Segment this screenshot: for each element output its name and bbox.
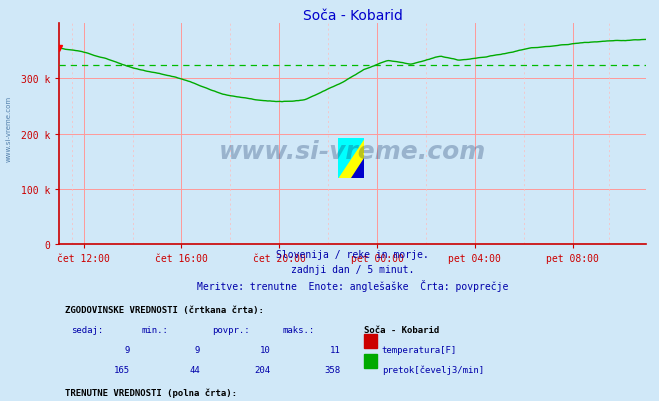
- Text: 11: 11: [330, 345, 341, 354]
- Text: www.si-vreme.com: www.si-vreme.com: [5, 95, 11, 161]
- Text: pretok[čevelj3/min]: pretok[čevelj3/min]: [382, 365, 484, 375]
- Text: povpr.:: povpr.:: [212, 325, 249, 334]
- Text: Soča - Kobarid: Soča - Kobarid: [364, 325, 440, 334]
- Text: 9: 9: [194, 345, 200, 354]
- Text: 9: 9: [125, 345, 130, 354]
- Text: temperatura[F]: temperatura[F]: [382, 345, 457, 354]
- Text: Meritve: trenutne  Enote: anglešaške  Črta: povprečje: Meritve: trenutne Enote: anglešaške Črta…: [197, 279, 508, 292]
- Text: min.:: min.:: [142, 325, 168, 334]
- Bar: [364, 354, 377, 368]
- Text: 358: 358: [325, 365, 341, 374]
- Text: Slovenija / reke in morje.: Slovenija / reke in morje.: [276, 249, 429, 259]
- Text: maks.:: maks.:: [282, 325, 314, 334]
- Text: zadnji dan / 5 minut.: zadnji dan / 5 minut.: [291, 264, 415, 274]
- Text: 10: 10: [260, 345, 270, 354]
- Text: www.si-vreme.com: www.si-vreme.com: [219, 140, 486, 164]
- Text: ZGODOVINSKE VREDNOSTI (črtkana črta):: ZGODOVINSKE VREDNOSTI (črtkana črta):: [65, 306, 264, 314]
- Text: 165: 165: [113, 365, 130, 374]
- Text: 44: 44: [189, 365, 200, 374]
- Title: Soča - Kobarid: Soča - Kobarid: [302, 9, 403, 23]
- Text: sedaj:: sedaj:: [71, 325, 103, 334]
- Text: TRENUTNE VREDNOSTI (polna črta):: TRENUTNE VREDNOSTI (polna črta):: [65, 388, 237, 397]
- Text: 204: 204: [254, 365, 270, 374]
- Bar: [364, 334, 377, 348]
